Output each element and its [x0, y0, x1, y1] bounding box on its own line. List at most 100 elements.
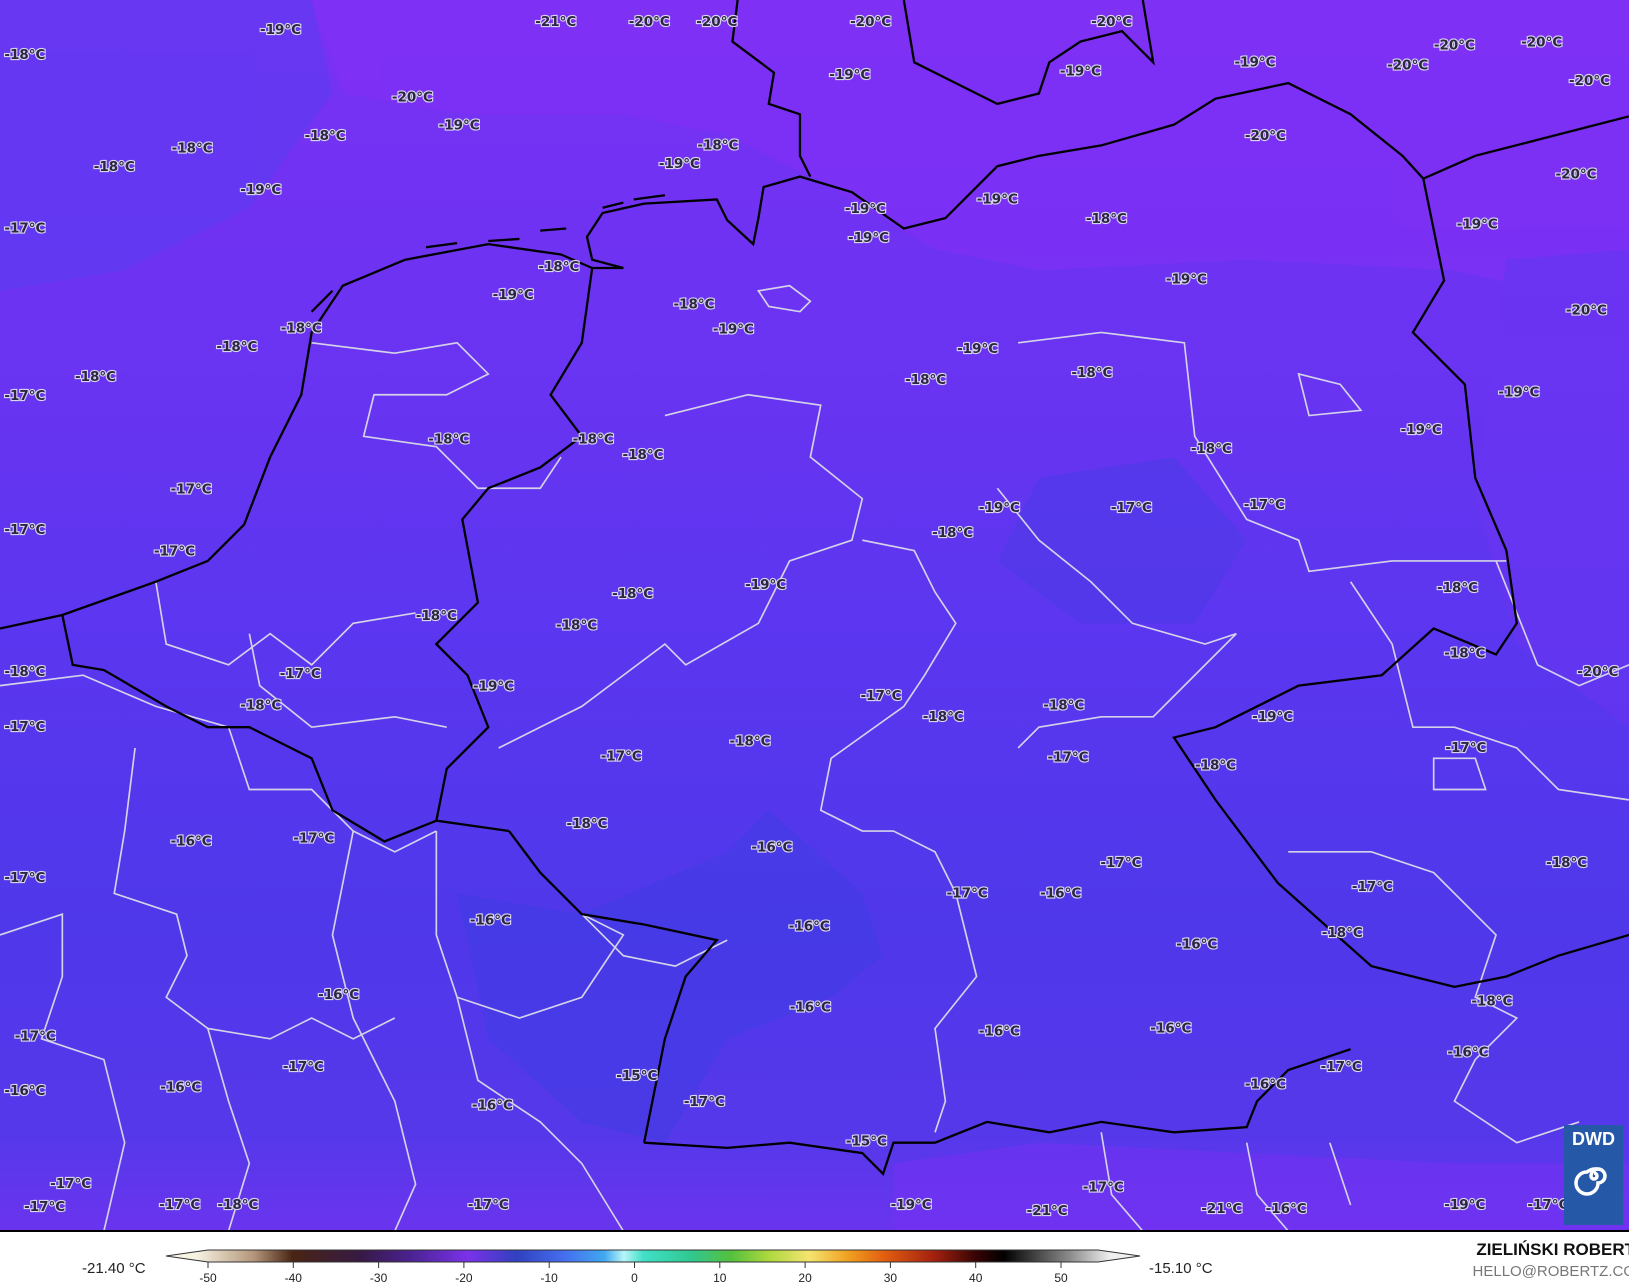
temperature-label: -18°C	[1191, 441, 1232, 457]
temperature-label: -20°C	[1091, 14, 1132, 30]
temperature-label: -19°C	[713, 321, 754, 337]
temperature-label: -18°C	[428, 431, 469, 447]
temperature-label: -18°C	[730, 734, 771, 750]
dwd-logo-text: DWD	[1572, 1129, 1615, 1149]
temperature-label: -19°C	[493, 287, 534, 303]
temperature-label: -16°C	[1266, 1201, 1307, 1217]
colorbar-tick-label: -50	[199, 1271, 217, 1285]
temperature-label: -21°C	[1027, 1203, 1068, 1219]
temperature-label: -19°C	[1060, 64, 1101, 80]
temperature-label: -16°C	[789, 919, 830, 935]
colorbar-tick-label: 0	[631, 1271, 638, 1285]
temperature-label: -19°C	[1457, 216, 1498, 232]
temperature-label: -18°C	[905, 372, 946, 388]
temperature-label: -16°C	[1447, 1044, 1488, 1060]
temperature-label: -16°C	[472, 1097, 513, 1113]
temperature-label: -17°C	[280, 666, 321, 682]
region-border	[0, 674, 437, 1040]
temperature-label: -17°C	[4, 221, 45, 237]
temperature-label: -19°C	[1166, 271, 1207, 287]
temperature-label: -16°C	[1245, 1077, 1286, 1093]
region-border	[155, 581, 447, 729]
temperature-label: -17°C	[1047, 749, 1088, 765]
temperature-label: -18°C	[94, 159, 135, 175]
region-border	[756, 284, 1487, 791]
author-name: ZIELIŃSKI ROBERT	[1476, 1240, 1629, 1259]
colorbar-tick-label: 20	[798, 1271, 812, 1285]
temperature-label: -19°C	[1234, 54, 1275, 70]
temperature-label: -18°C	[1546, 855, 1587, 871]
temperature-label: -17°C	[171, 481, 212, 497]
border-de-nl	[434, 267, 594, 833]
border-benelux	[61, 614, 437, 843]
temperature-label: -15°C	[616, 1068, 657, 1084]
temperature-label: -19°C	[745, 577, 786, 593]
temperature-label: -18°C	[697, 137, 738, 153]
colorbar-tick-label: -10	[541, 1271, 559, 1285]
region-border	[311, 341, 562, 490]
temperature-label: -17°C	[283, 1059, 324, 1075]
temperature-label: -17°C	[1111, 500, 1152, 516]
region-border	[581, 913, 728, 967]
temperature-label: -18°C	[416, 608, 457, 624]
temperature-label: -19°C	[1444, 1197, 1485, 1213]
region-border	[1100, 1132, 1352, 1231]
temperature-label: -19°C	[957, 341, 998, 357]
region-border	[0, 830, 417, 1231]
dwd-logo: DWD	[1564, 1125, 1623, 1225]
temperature-label: -17°C	[154, 544, 195, 560]
temperature-label: -18°C	[566, 816, 607, 832]
temperature-label: -17°C	[159, 1197, 200, 1213]
temperature-label: -16°C	[470, 912, 511, 928]
temperature-map[interactable]: -19°C -21°C -20°C -20°C -20°C -20°C -18°C -19°C…	[0, 0, 1629, 1231]
colorbar-ticks: -50 -40 -30 -20 -10 0 10 20 30 40 50	[199, 1262, 1068, 1285]
temperature-label: -18°C	[1195, 758, 1236, 774]
temperature-label: -19°C	[659, 156, 700, 172]
islands	[310, 194, 666, 313]
temperature-label: -18°C	[673, 296, 714, 312]
temperature-label: -18°C	[217, 1197, 258, 1213]
temperature-label: -18°C	[1043, 697, 1084, 713]
temperature-label: -17°C	[1100, 855, 1141, 871]
colorbar-tick-label: 30	[884, 1271, 898, 1285]
spiral-icon	[1573, 1167, 1607, 1196]
temperature-label: -21°C	[1201, 1201, 1242, 1217]
author-email[interactable]: HELLO@ROBERTZ.CO	[1472, 1263, 1629, 1280]
temperature-label: -17°C	[468, 1197, 509, 1213]
zone-cold-north	[311, 0, 1629, 312]
temperature-label: -20°C	[1555, 167, 1596, 183]
temperature-label: -19°C	[1498, 385, 1539, 401]
temperature-label: -18°C	[240, 697, 281, 713]
temperature-label: -16°C	[160, 1080, 201, 1096]
colorbar-tick-label: -20	[455, 1271, 473, 1285]
temperature-labels: -19°C -21°C -20°C -20°C -20°C -20°C -18°C -19°C…	[3, 13, 1619, 1221]
temperature-label: -20°C	[1569, 73, 1610, 89]
colorbar: -50 -40 -30 -20 -10 0 10 20 30 40 50	[165, 1249, 1141, 1285]
temperature-label: -16°C	[979, 1024, 1020, 1040]
temperature-label: -18°C	[4, 664, 45, 680]
temperature-label: -19°C	[1252, 709, 1293, 725]
temperature-label: -16°C	[4, 1083, 45, 1099]
temperature-label: -20°C	[850, 14, 891, 30]
zone-alps	[893, 1142, 1629, 1231]
temperature-label: -21°C	[535, 14, 576, 30]
temperature-label: -15°C	[846, 1134, 887, 1150]
temperature-label: -17°C	[1527, 1197, 1568, 1213]
temperature-label: -20°C	[1577, 664, 1618, 680]
temperature-label: -18°C	[923, 709, 964, 725]
coastline	[0, 81, 1629, 630]
temperature-label: -19°C	[260, 22, 301, 38]
temperature-label: -18°C	[1086, 211, 1127, 227]
temperature-label: -18°C	[1322, 925, 1363, 941]
temperature-label: -19°C	[977, 191, 1018, 207]
temperature-label: -17°C	[1321, 1059, 1362, 1075]
region-borders	[0, 284, 1629, 1231]
region-border	[996, 487, 1237, 749]
temperature-zones	[0, 0, 1629, 1231]
temperature-label: -18°C	[1471, 993, 1512, 1009]
temperature-label: -19°C	[891, 1197, 932, 1213]
temperature-label: -18°C	[623, 447, 664, 463]
temperature-label: -16°C	[1176, 936, 1217, 952]
temperature-label: -20°C	[392, 90, 433, 106]
temperature-label: -18°C	[932, 525, 973, 541]
